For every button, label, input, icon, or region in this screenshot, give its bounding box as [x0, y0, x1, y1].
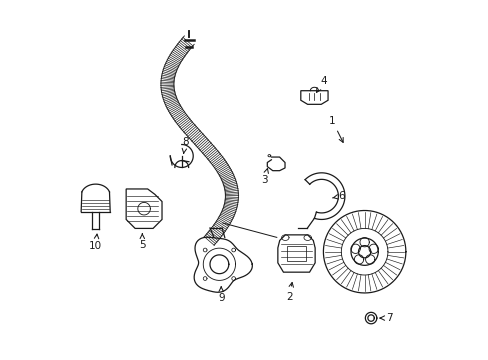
Text: 2: 2 [285, 283, 293, 302]
Text: 4: 4 [316, 76, 326, 93]
Text: 6: 6 [332, 191, 344, 201]
Text: 3: 3 [261, 168, 268, 185]
Text: 7: 7 [379, 313, 392, 323]
Text: 9: 9 [218, 287, 224, 303]
Text: 8: 8 [182, 138, 188, 153]
Text: 1: 1 [328, 116, 343, 143]
Text: 10: 10 [89, 234, 102, 251]
Text: 5: 5 [139, 234, 145, 249]
